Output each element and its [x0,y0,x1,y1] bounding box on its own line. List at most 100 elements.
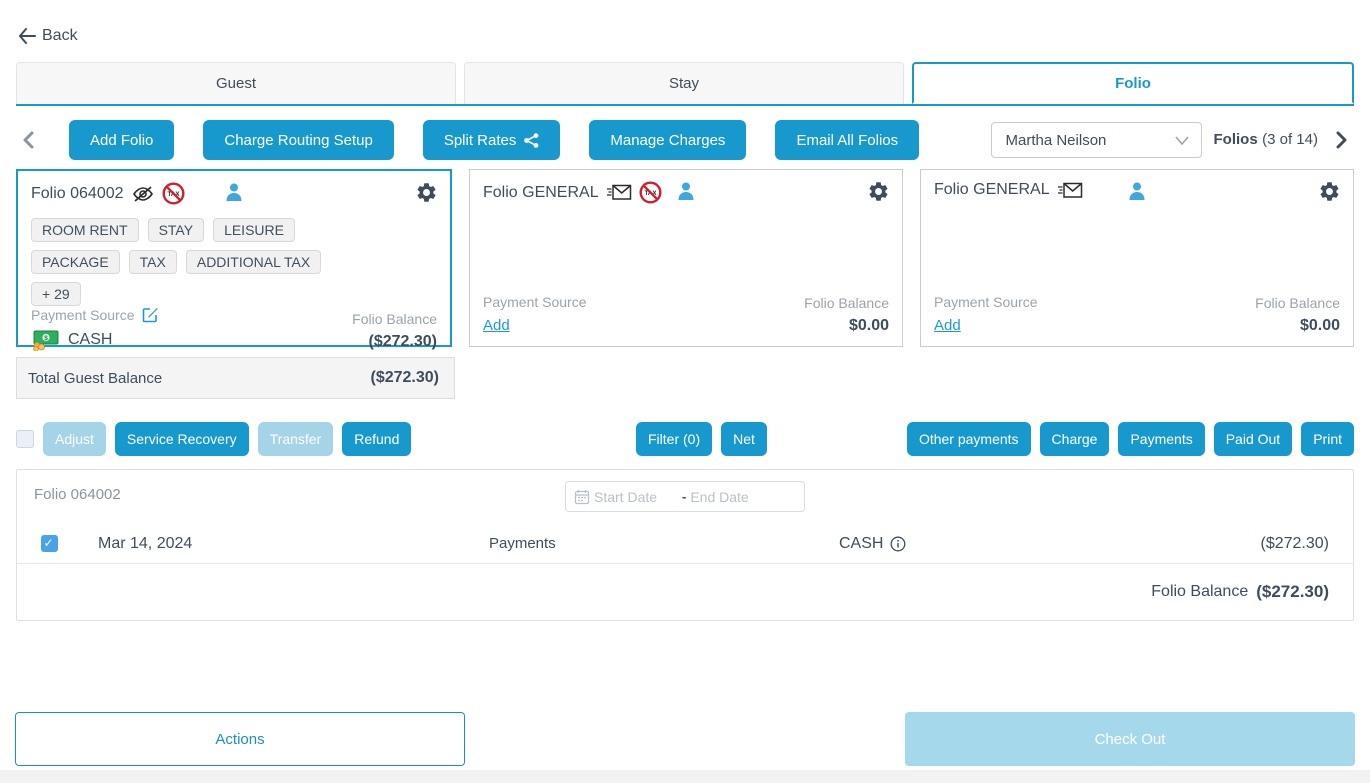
guest-select[interactable]: Martha Neilson [990,122,1202,158]
transactions-panel-header: Folio 064002 - [17,470,1353,524]
paid-out-label: Paid Out [1225,431,1281,447]
bottom-bar: Actions Check Out [15,712,1355,766]
charge-routing-label: Charge Routing Setup [224,131,373,149]
split-rates-button[interactable]: Split Rates [422,120,561,160]
print-button[interactable]: Print [1301,422,1354,456]
folios-count: (3 of 14) [1262,131,1318,148]
transactions-panel-footer: Folio Balance ($272.30) [17,564,1353,620]
folio-settings-gear-icon[interactable] [867,180,890,203]
folio-balance-amount: $0.00 [1299,317,1340,334]
chevron-down-icon [1174,135,1189,145]
folio-title: Folio 064002 [31,184,124,202]
payment-source-block: Payment Source Add [934,294,1038,335]
folio-card-general-2[interactable]: Folio GENERAL Payment Source Add Folio B… [920,169,1354,347]
filter-label: Filter (0) [648,431,701,447]
tab-stay[interactable]: Stay [464,62,904,104]
tab-guest[interactable]: Guest [16,62,456,104]
add-payment-source-link[interactable]: Add [934,317,961,334]
share-icon [524,132,539,148]
back-label: Back [42,27,78,44]
calendar-icon [574,489,590,505]
print-label: Print [1313,431,1342,447]
folio-card-header: Folio GENERAL [934,181,1340,199]
check-out-label: Check Out [1094,730,1166,748]
select-all-checkbox[interactable] [16,430,34,448]
transfer-button[interactable]: Transfer [257,422,334,456]
folio-balance-label: Folio Balance [1255,295,1340,311]
net-button[interactable]: Net [721,422,767,456]
guest-person-icon[interactable] [676,181,696,201]
panel-folio-balance-amount: ($272.30) [1256,582,1329,601]
payments-button[interactable]: Payments [1118,422,1205,456]
actions-button[interactable]: Actions [15,712,465,766]
folios-label: Folios [1213,131,1258,148]
paid-out-button[interactable]: Paid Out [1213,422,1293,456]
start-date-input[interactable] [594,488,678,505]
other-payments-button[interactable]: Other payments [906,422,1031,456]
refund-button[interactable]: Refund [342,422,412,456]
charge-button[interactable]: Charge [1039,422,1110,456]
eye-slash-icon [131,185,155,203]
charge-routing-setup-button[interactable]: Charge Routing Setup [203,120,394,160]
folio-cards: Folio 064002 TAX ROOM RENT STAY LEISURE … [16,169,1354,351]
folio-card-footer: Payment Source Add Folio Balance $0.00 [934,294,1340,335]
refund-label: Refund [354,431,400,447]
no-tax-icon: TAX [162,182,185,205]
folio-card-header: Folio 064002 TAX [31,182,437,205]
transactions-actions-bar: Adjust Service Recovery Transfer Refund … [16,422,1354,456]
payment-source-block: Payment Source $ CASH [31,306,159,351]
toolbar-right: Martha Neilson Folios (3 of 14) [990,122,1355,158]
folios-counter: Folios (3 of 14) [1214,131,1319,149]
tag-package: PACKAGE [31,250,120,274]
folio-balance-block: Folio Balance $0.00 [804,295,889,335]
transaction-method: CASH [821,535,1151,553]
tab-folio-label: Folio [1115,74,1151,92]
back-link[interactable]: Back [18,27,78,45]
prev-folios-button[interactable] [16,131,40,149]
payment-source-block: Payment Source Add [483,294,587,335]
tag-leisure: LEISURE [213,218,295,242]
info-icon[interactable] [890,536,906,552]
tag-more[interactable]: + 29 [31,282,81,306]
folio-card-general-1[interactable]: Folio GENERAL TAX Payment Source Add [469,169,903,347]
transactions-panel: Folio 064002 - Mar 14, 2024 Payments CAS… [16,469,1354,621]
email-all-folios-button[interactable]: Email All Folios [775,120,920,160]
transfer-label: Transfer [269,431,322,447]
service-recovery-label: Service Recovery [126,431,237,447]
adjust-button[interactable]: Adjust [43,422,106,456]
tab-bar: Guest Stay Folio [16,62,1354,106]
folio-settings-gear-icon[interactable] [1318,180,1341,203]
tab-folio[interactable]: Folio [912,62,1354,104]
guest-person-icon[interactable] [1127,181,1147,201]
row-checkbox-checked[interactable] [40,535,58,552]
net-label: Net [733,431,755,447]
table-row[interactable]: Mar 14, 2024 Payments CASH ($272.30) [17,524,1353,564]
add-folio-button[interactable]: Add Folio [69,120,175,160]
total-guest-balance-amount: ($272.30) [370,369,440,386]
tag-stay: STAY [147,218,205,242]
service-recovery-button[interactable]: Service Recovery [114,422,249,456]
add-folio-label: Add Folio [90,131,154,149]
next-folios-button[interactable] [1330,131,1354,149]
payment-source-value: CASH [68,331,113,348]
split-rates-label: Split Rates [443,131,517,149]
folio-card-064002[interactable]: Folio 064002 TAX ROOM RENT STAY LEISURE … [16,169,452,351]
add-payment-source-link[interactable]: Add [483,317,510,334]
tag-additional-tax: ADDITIONAL TAX [185,250,322,274]
edit-icon[interactable] [142,306,159,323]
check-out-button[interactable]: Check Out [905,712,1355,766]
tag-room-rent: ROOM RENT [31,218,139,242]
payment-source-label: Payment Source [483,294,587,310]
chevron-right-icon [1336,131,1348,149]
transaction-method-label: CASH [839,534,884,552]
end-date-input[interactable] [690,488,775,505]
transaction-date: Mar 14, 2024 [98,534,193,552]
payments-label: Payments [1130,431,1193,447]
filter-button[interactable]: Filter (0) [636,422,713,456]
folio-card-header: Folio GENERAL TAX [483,181,889,204]
panel-folio-balance-label: Folio Balance [1151,583,1249,600]
guest-person-icon[interactable] [224,182,244,202]
manage-charges-button[interactable]: Manage Charges [589,120,747,160]
folio-settings-gear-icon[interactable] [415,181,438,204]
date-range-picker[interactable]: - [565,481,805,512]
